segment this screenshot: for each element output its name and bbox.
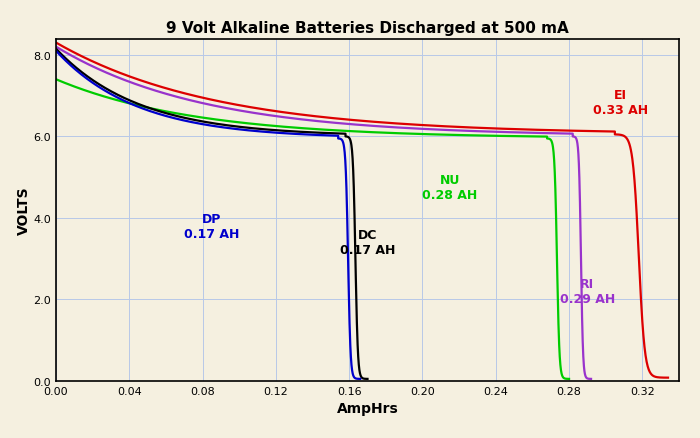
Text: DP
0.17 AH: DP 0.17 AH (184, 212, 239, 240)
Y-axis label: VOLTS: VOLTS (17, 186, 31, 234)
Title: 9 Volt Alkaline Batteries Discharged at 500 mA: 9 Volt Alkaline Batteries Discharged at … (166, 21, 569, 35)
Text: EI
0.33 AH: EI 0.33 AH (593, 88, 648, 117)
Text: DC
0.17 AH: DC 0.17 AH (340, 229, 396, 257)
Text: RI
0.29 AH: RI 0.29 AH (560, 278, 615, 306)
Text: NU
0.28 AH: NU 0.28 AH (422, 174, 477, 202)
X-axis label: AmpHrs: AmpHrs (337, 402, 398, 415)
